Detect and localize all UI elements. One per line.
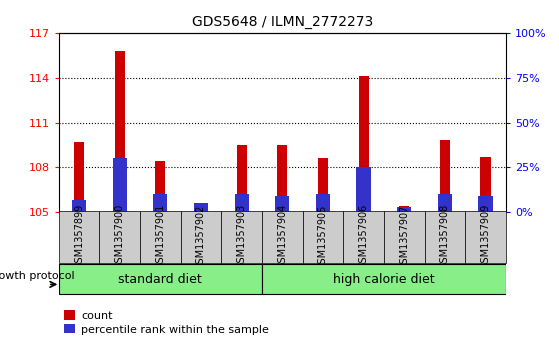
Bar (425, 211, 465, 263)
Bar (100, 211, 140, 263)
Bar (153, 195, 168, 212)
Bar (221, 211, 262, 263)
Text: GSM1357908: GSM1357908 (440, 204, 450, 269)
Text: GSM1357900: GSM1357900 (115, 204, 125, 269)
Bar (440, 140, 450, 212)
Text: GSM1357907: GSM1357907 (399, 204, 409, 270)
Bar (115, 51, 125, 212)
Bar (479, 196, 492, 212)
Bar (399, 207, 409, 212)
Text: GSM1357904: GSM1357904 (277, 204, 287, 269)
Bar (357, 167, 371, 212)
Bar (196, 208, 206, 212)
Bar (302, 211, 343, 263)
Text: GSM1357901: GSM1357901 (155, 204, 165, 269)
Bar (262, 211, 302, 263)
Bar (465, 211, 506, 263)
Text: growth protocol: growth protocol (0, 270, 74, 281)
Bar (358, 76, 369, 212)
Text: GSM1357902: GSM1357902 (196, 204, 206, 270)
Text: GSM1357909: GSM1357909 (481, 204, 491, 269)
Bar (343, 211, 384, 263)
Text: high calorie diet: high calorie diet (333, 273, 435, 286)
Bar (72, 200, 86, 212)
Bar (155, 162, 165, 212)
Legend: count, percentile rank within the sample: count, percentile rank within the sample (64, 310, 269, 335)
Bar (236, 145, 247, 212)
Text: GSM1357899: GSM1357899 (74, 204, 84, 269)
Bar (384, 211, 425, 263)
Title: GDS5648 / ILMN_2772273: GDS5648 / ILMN_2772273 (192, 15, 373, 29)
Bar (262, 264, 506, 294)
Bar (481, 157, 491, 212)
Bar (194, 203, 208, 212)
Bar (277, 145, 287, 212)
Bar (112, 159, 127, 212)
Bar (59, 264, 262, 294)
Text: standard diet: standard diet (119, 273, 202, 286)
Bar (235, 195, 249, 212)
Text: GSM1357903: GSM1357903 (236, 204, 247, 269)
Bar (59, 211, 100, 263)
Text: GSM1357906: GSM1357906 (359, 204, 368, 269)
Bar (438, 195, 452, 212)
Text: GSM1357905: GSM1357905 (318, 204, 328, 270)
Bar (397, 207, 411, 212)
Bar (181, 211, 221, 263)
Bar (74, 142, 84, 212)
Bar (275, 196, 290, 212)
Bar (318, 159, 328, 212)
Bar (140, 211, 181, 263)
Bar (316, 195, 330, 212)
